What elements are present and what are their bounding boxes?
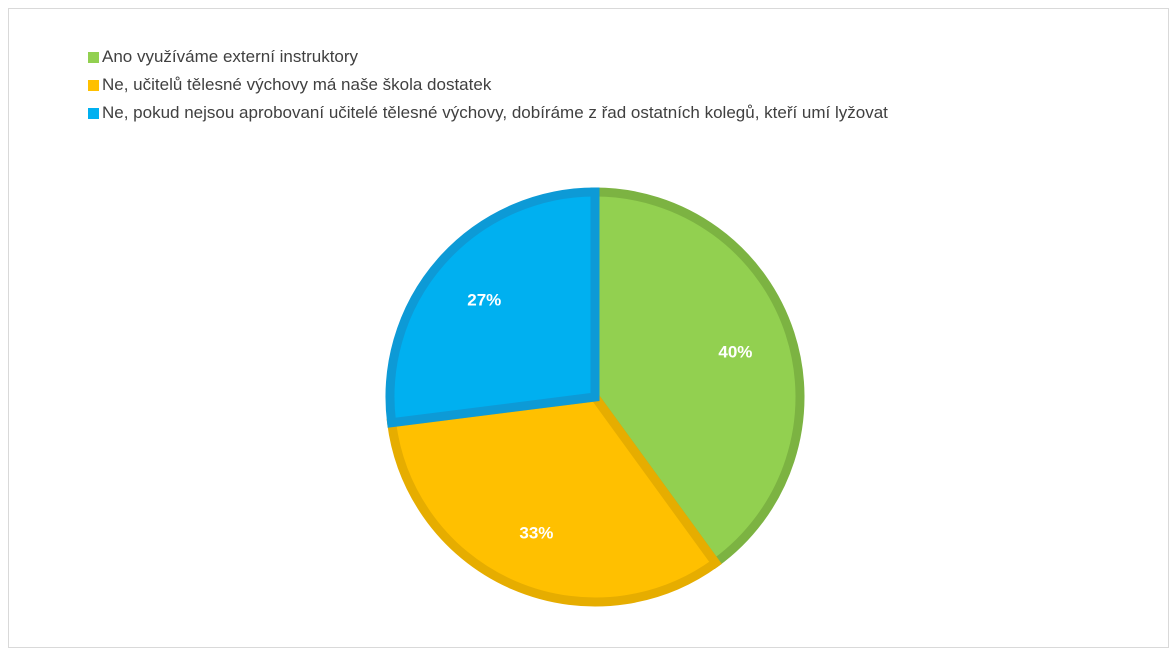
legend-label: Ne, učitelů tělesné výchovy má naše škol… xyxy=(102,75,492,94)
data-label-2: 27% xyxy=(467,290,501,309)
legend-swatch-orange xyxy=(88,80,99,91)
pie-slice-2 xyxy=(385,187,600,428)
pie-slice-1 xyxy=(386,392,722,607)
data-label-1: 33% xyxy=(519,523,553,542)
legend-swatch-green xyxy=(88,52,99,63)
legend-swatch-blue xyxy=(88,108,99,119)
legend-label: Ano využíváme externí instruktory xyxy=(102,47,359,66)
data-label-0: 40% xyxy=(718,342,752,361)
pie-chart: 40% 33% 27% xyxy=(385,187,805,607)
legend-label: Ne, pokud nejsou aprobovaní učitelé těle… xyxy=(102,103,888,122)
pie-slice-0 xyxy=(590,187,805,570)
